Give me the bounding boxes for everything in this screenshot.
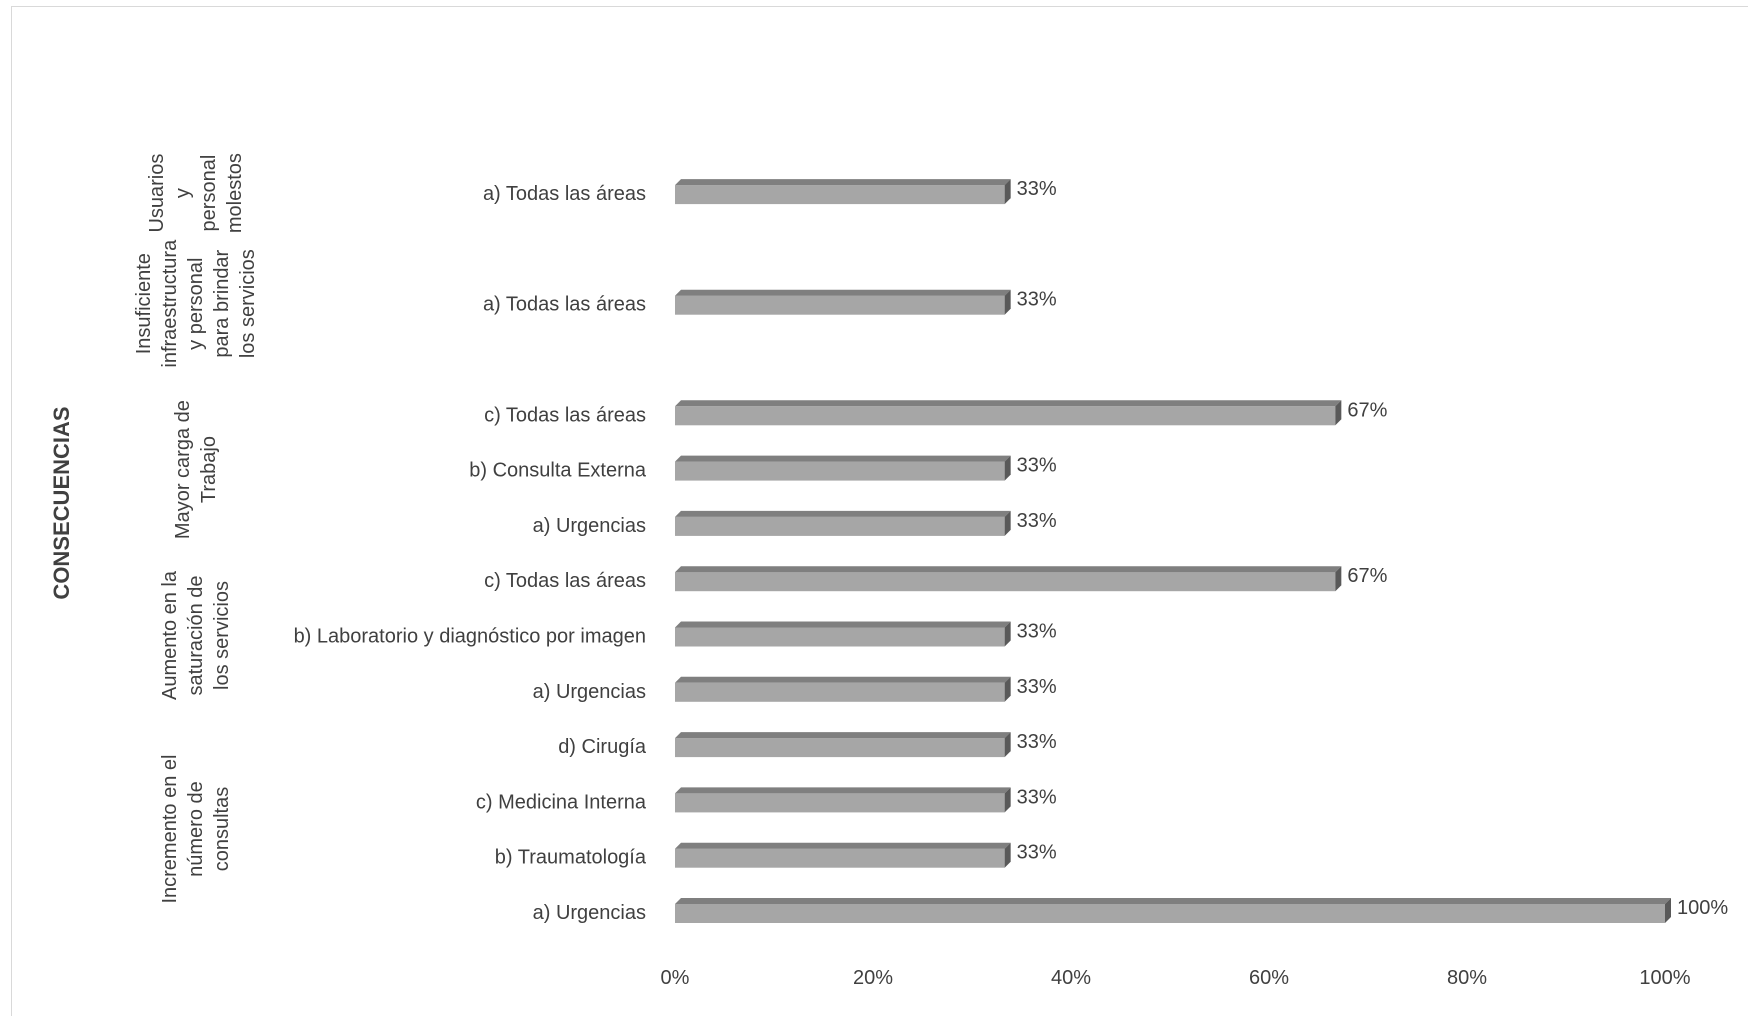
- category-label: d) Cirugía: [558, 736, 647, 758]
- category-label: c) Medicina Interna: [476, 791, 647, 813]
- group-label-line: y personal: [185, 258, 207, 350]
- bar-top-0-0: [675, 898, 1671, 904]
- group-label-line: Incremento en el: [159, 755, 181, 904]
- data-label: 100%: [1677, 897, 1728, 919]
- bar-1-1: [675, 627, 1005, 647]
- category-label: a) Urgencias: [533, 681, 646, 703]
- group-label-line: molestos: [224, 153, 246, 233]
- data-label: 33%: [1017, 786, 1057, 808]
- data-label: 33%: [1017, 676, 1057, 698]
- group-label: Mayor carga de Trabajo: [172, 400, 220, 539]
- bar-side-2-0: [1004, 510, 1011, 536]
- category-label: b) Traumatología: [495, 847, 647, 869]
- bar-top-2-2: [675, 400, 1342, 407]
- group-label-line: infraestructura: [159, 239, 181, 368]
- x-tick-label: 100%: [1639, 967, 1690, 989]
- data-label: 33%: [1017, 510, 1057, 532]
- group-label-line: Insuficiente: [133, 253, 155, 354]
- bar-side-0-2: [1004, 787, 1011, 813]
- bar-top-0-1: [675, 842, 1011, 849]
- data-label: 33%: [1017, 621, 1057, 643]
- bar-top-1-0: [675, 676, 1011, 683]
- bar-0-0: [675, 904, 1665, 923]
- group-label: Insuficiente infraestructura y personal par…: [133, 239, 259, 368]
- bar-3-0: [675, 295, 1005, 315]
- group-label-line: Mayor carga de: [172, 400, 194, 539]
- group-label: Incremento en el número de consultas: [159, 755, 233, 904]
- group-label-line: Aumento en la: [159, 570, 181, 700]
- bar-top-1-1: [675, 621, 1011, 628]
- group-label: Aumento en la saturación de los servicios: [159, 570, 233, 700]
- data-label: 33%: [1017, 842, 1057, 864]
- group-label-line: los servicios: [237, 249, 259, 358]
- bar-side-0-0: [1665, 898, 1671, 923]
- category-label: b) Consulta Externa: [469, 460, 647, 482]
- bar-top-0-3: [675, 732, 1011, 739]
- group-label-line: y: [172, 188, 194, 198]
- group-label-line: los servicios: [211, 581, 233, 690]
- x-tick-label: 40%: [1051, 967, 1091, 989]
- bar-0-2: [675, 793, 1005, 813]
- category-label: b) Laboratorio y diagnóstico por imagen: [294, 626, 646, 648]
- bar-side-2-1: [1004, 455, 1011, 481]
- bar-side-1-2: [1335, 566, 1342, 592]
- bar-0-3: [675, 738, 1005, 758]
- group-label: Usuarios y personal molestos: [146, 153, 246, 233]
- data-label: 33%: [1017, 455, 1057, 477]
- bar-top-3-0: [675, 289, 1011, 296]
- group-label-line: Usuarios: [146, 154, 168, 233]
- bar-1-0: [675, 682, 1005, 702]
- group-label-line: para brindar: [211, 249, 233, 357]
- x-tick-label: 20%: [853, 967, 893, 989]
- bar-2-0: [675, 516, 1005, 536]
- bar-0-1: [675, 848, 1005, 868]
- category-label: a) Todas las áreas: [483, 294, 646, 316]
- data-label: 33%: [1017, 178, 1057, 200]
- bar-side-1-0: [1004, 676, 1011, 702]
- x-tick-label: 80%: [1447, 967, 1487, 989]
- category-label: c) Todas las áreas: [484, 570, 646, 592]
- bar-2-2: [675, 406, 1336, 426]
- bar-top-0-2: [675, 787, 1011, 794]
- bar-top-1-2: [675, 566, 1342, 573]
- category-label: a) Urgencias: [533, 515, 646, 537]
- group-label-line: saturación de: [185, 575, 207, 695]
- bar-top-2-0: [675, 510, 1011, 517]
- bar-side-3-0: [1004, 289, 1011, 315]
- data-label: 67%: [1347, 399, 1387, 421]
- x-tick-label: 0%: [661, 967, 690, 989]
- bar-2-1: [675, 461, 1005, 481]
- category-label: c) Todas las áreas: [484, 404, 646, 426]
- data-label: 33%: [1017, 289, 1057, 311]
- group-label-line: Trabajo: [198, 436, 220, 503]
- group-label-line: número de: [185, 781, 207, 877]
- bar-4-0: [675, 185, 1005, 205]
- group-label-line: consultas: [211, 787, 233, 872]
- bar-1-2: [675, 572, 1336, 592]
- bar-side-0-1: [1004, 842, 1011, 868]
- x-tick-label: 60%: [1249, 967, 1289, 989]
- category-label: a) Urgencias: [533, 902, 646, 924]
- bar-top-4-0: [675, 179, 1011, 186]
- data-label: 67%: [1347, 565, 1387, 587]
- group-label-line: personal: [198, 155, 220, 232]
- bar-side-4-0: [1004, 179, 1011, 205]
- category-label: a) Todas las áreas: [483, 183, 646, 205]
- bar-side-0-3: [1004, 732, 1011, 758]
- y-axis-title: CONSECUENCIAS: [49, 406, 74, 599]
- bar-side-2-2: [1335, 400, 1342, 426]
- bar-side-1-1: [1004, 621, 1011, 647]
- bar-top-2-1: [675, 455, 1011, 462]
- data-label: 33%: [1017, 731, 1057, 753]
